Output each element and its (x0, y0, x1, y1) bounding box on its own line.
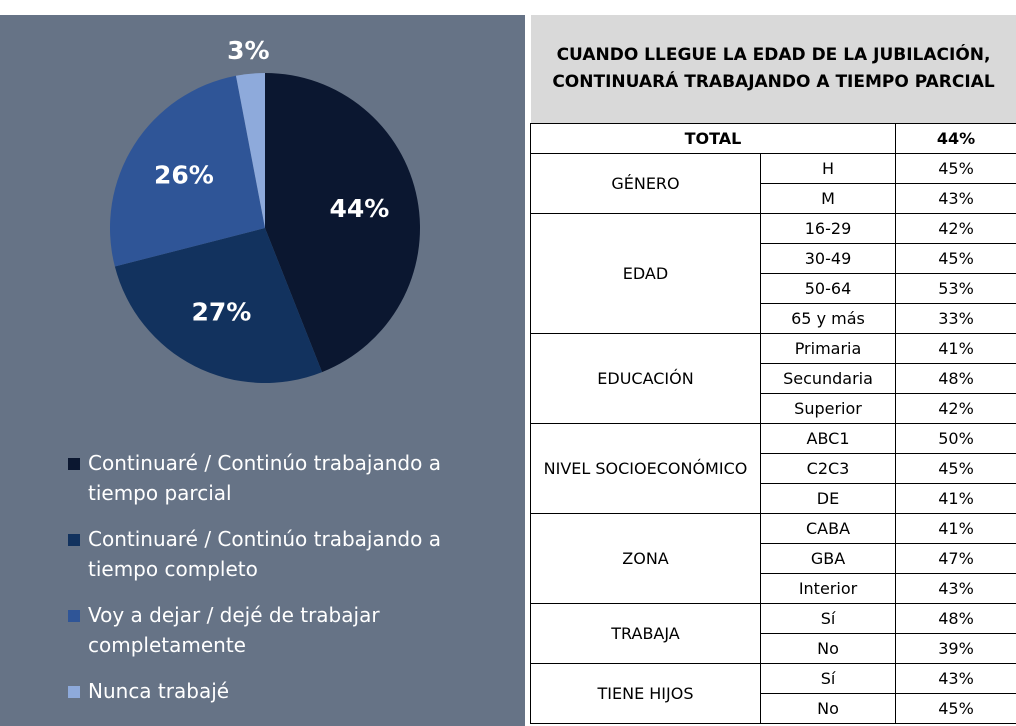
legend-item: Continuaré / Continúo trabajando a tiemp… (68, 448, 508, 508)
table-row: Interior 43% (531, 573, 1016, 604)
legend-label: Continuaré / Continúo trabajando a tiemp… (88, 451, 441, 505)
row-label: Interior (760, 573, 896, 604)
total-row: TOTAL 44% (530, 123, 1016, 154)
group-name: ZONA (530, 513, 761, 604)
table-row: C2C3 45% (531, 453, 1016, 484)
table-row: 30-49 45% (531, 243, 1016, 274)
row-label: Sí (760, 663, 896, 694)
table-row: NIVEL SOCIOECONÓMICO ABC1 50% (530, 423, 1016, 514)
table-row: ZONA CABA 41% (530, 513, 1016, 604)
legend: Continuaré / Continúo trabajando a tiemp… (68, 448, 508, 722)
row-value: 47% (894, 543, 1016, 574)
row-label: 50-64 (760, 273, 896, 304)
legend-item: Continuaré / Continúo trabajando a tiemp… (68, 524, 508, 584)
table-row: GÉNERO H 45% (530, 153, 1016, 214)
row-value: 43% (894, 573, 1016, 604)
row-value: 33% (894, 303, 1016, 334)
total-value: 44% (894, 123, 1016, 154)
table-row: Secundaria 48% (531, 363, 1016, 394)
row-value: 39% (894, 633, 1016, 664)
row-value: 45% (894, 453, 1016, 484)
legend-swatch (68, 686, 80, 698)
row-label: Sí (760, 603, 896, 634)
table-row: 65 y más 33% (531, 303, 1016, 334)
pie-slice (114, 228, 323, 383)
total-label: TOTAL (530, 123, 896, 154)
row-label: CABA (760, 513, 896, 544)
row-value: 45% (894, 693, 1016, 724)
table-row: Superior 42% (531, 393, 1016, 424)
row-value: 41% (894, 483, 1016, 514)
row-label: Primaria (760, 333, 896, 364)
row-label: Superior (760, 393, 896, 424)
row-label: DE (760, 483, 896, 514)
table-title: CUANDO LLEGUE LA EDAD DE LA JUBILACIÓN, … (530, 15, 1016, 124)
row-label: C2C3 (760, 453, 896, 484)
table-row: TIENE HIJOS Sí 43% (530, 663, 1016, 724)
group-name: GÉNERO (530, 153, 761, 214)
row-label: ABC1 (760, 423, 896, 454)
row-label: 30-49 (760, 243, 896, 274)
row-value: 53% (894, 273, 1016, 304)
chart: 44% 27% 26% 3% (0, 15, 525, 726)
group-name: TIENE HIJOS (530, 663, 761, 724)
slice-label: 27% (191, 298, 251, 327)
row-label: GBA (760, 543, 896, 574)
row-label: 16-29 (760, 213, 896, 244)
table-row: TRABAJA Sí 48% (530, 603, 1016, 664)
slice-label: 3% (227, 36, 269, 65)
table-row: No 45% (531, 693, 1016, 724)
table-row: EDAD 16-29 42% (530, 213, 1016, 334)
pie-slice (110, 75, 266, 267)
legend-label: Continuaré / Continúo trabajando a tiemp… (88, 527, 441, 581)
table-row: DE 41% (531, 483, 1016, 514)
pie-slice (235, 73, 265, 228)
row-label: 65 y más (760, 303, 896, 334)
row-label: H (760, 153, 896, 184)
legend-swatch (68, 534, 80, 546)
row-label: M (760, 183, 896, 214)
row-value: 41% (894, 513, 1016, 544)
group-name: TRABAJA (530, 603, 761, 664)
header-row: CUANDO LLEGUE LA EDAD DE LA JUBILACIÓN, … (530, 15, 1016, 124)
row-value: 42% (894, 393, 1016, 424)
slice-label: 44% (329, 194, 389, 223)
row-value: 41% (894, 333, 1016, 364)
row-value: 42% (894, 213, 1016, 244)
row-value: 45% (894, 153, 1016, 184)
group-name: EDAD (530, 213, 761, 334)
table-row: 50-64 53% (531, 273, 1016, 304)
table: CUANDO LLEGUE LA EDAD DE LA JUBILACIÓN, … (530, 15, 1016, 724)
legend-label: Voy a dejar / dejé de trabajar completam… (88, 603, 380, 657)
table-row: GBA 47% (531, 543, 1016, 574)
legend-item: Voy a dejar / dejé de trabajar completam… (68, 600, 508, 660)
row-value: 43% (894, 663, 1016, 694)
row-value: 48% (894, 363, 1016, 394)
group-name: NIVEL SOCIOECONÓMICO (530, 423, 761, 514)
row-label: No (760, 633, 896, 664)
pie-slice (265, 73, 420, 373)
legend-swatch (68, 458, 80, 470)
row-value: 43% (894, 183, 1016, 214)
row-value: 45% (894, 243, 1016, 274)
legend-swatch (68, 610, 80, 622)
row-value: 48% (894, 603, 1016, 634)
row-value: 50% (894, 423, 1016, 454)
row-label: No (760, 693, 896, 724)
group-name: EDUCACIÓN (530, 333, 761, 424)
legend-label: Nunca trabajé (88, 679, 230, 703)
legend-item: Nunca trabajé (68, 676, 508, 706)
table-row: EDUCACIÓN Primaria 41% (530, 333, 1016, 424)
slice-label: 26% (154, 161, 214, 190)
row-label: Secundaria (760, 363, 896, 394)
